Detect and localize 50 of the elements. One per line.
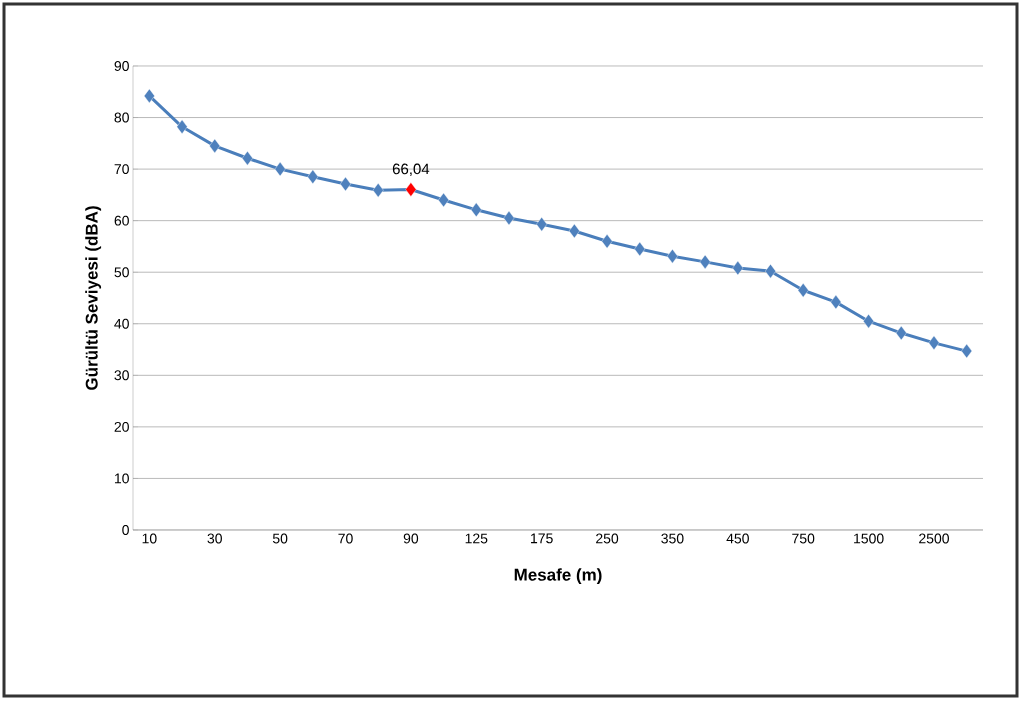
x-tick-label: 450 <box>726 533 749 544</box>
point <box>503 210 515 226</box>
x-tick-label: 175 <box>531 533 553 544</box>
x-tick-label: 50 <box>272 533 288 544</box>
y-tick-label: 60 <box>114 215 129 226</box>
y-tick-label: 0 <box>122 525 129 535</box>
point <box>307 169 319 185</box>
point <box>666 249 678 264</box>
point <box>830 294 842 310</box>
point <box>470 202 482 218</box>
y-tick-label: 20 <box>114 421 129 432</box>
point <box>863 313 875 329</box>
point <box>732 260 744 276</box>
point <box>405 182 417 197</box>
point <box>601 234 613 249</box>
point <box>928 335 940 351</box>
x-tick-label: 125 <box>465 533 488 544</box>
point <box>143 88 155 104</box>
y-tick-label: 70 <box>114 164 129 175</box>
point <box>797 283 809 298</box>
data-label: 66,04 <box>392 163 430 176</box>
point <box>961 343 973 359</box>
point <box>438 192 450 208</box>
y-tick-label: 90 <box>114 61 129 71</box>
point <box>634 241 646 257</box>
point <box>209 138 221 154</box>
point <box>241 151 253 166</box>
x-tick-label: 90 <box>403 533 419 544</box>
y-axis-title: Gürültü Seviyesi (dBA) <box>85 206 102 390</box>
point <box>895 325 907 341</box>
point <box>699 254 711 270</box>
x-tick-label: 2500 <box>919 533 949 544</box>
x-tick-label: 750 <box>792 533 815 544</box>
point <box>568 223 580 239</box>
x-tick-label: 70 <box>338 533 353 544</box>
y-tick-label: 50 <box>114 267 129 278</box>
point <box>176 119 188 135</box>
point <box>536 217 548 232</box>
x-tick-label: 350 <box>661 533 684 544</box>
point <box>372 183 384 198</box>
x-axis-title: Mesafe (m) <box>514 568 602 585</box>
x-tick-label: 30 <box>207 533 222 544</box>
y-tick-label: 40 <box>114 318 129 329</box>
x-tick-label: 1500 <box>854 533 884 544</box>
x-tick-label: 250 <box>596 533 619 544</box>
point <box>274 161 286 177</box>
x-tick-label: 10 <box>142 533 157 544</box>
y-tick-label: 30 <box>114 370 129 381</box>
y-tick-label: 80 <box>114 112 129 123</box>
y-tick-label: 10 <box>114 473 129 484</box>
